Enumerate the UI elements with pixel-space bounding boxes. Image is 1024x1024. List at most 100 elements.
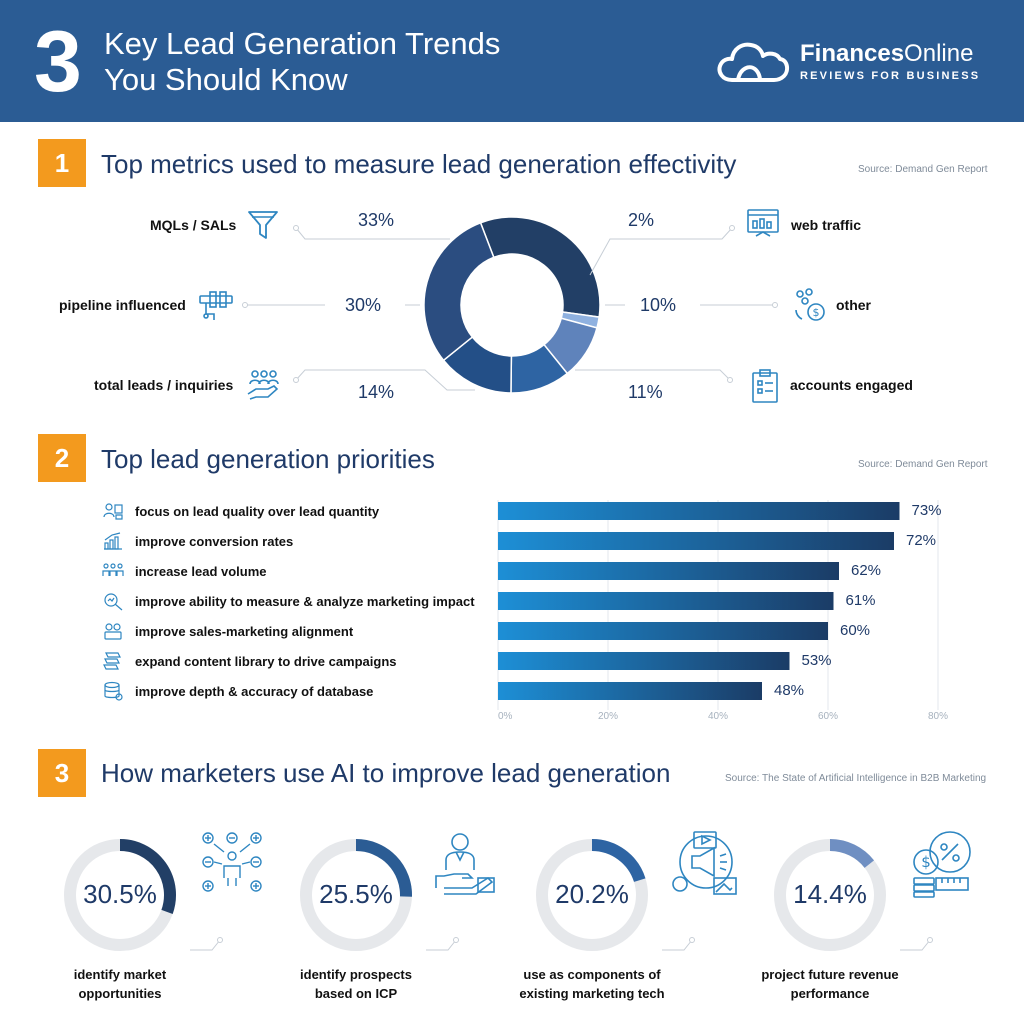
bar-value-improve-conversion-rates: 72% (906, 532, 937, 549)
ring-arc-identify-market-opportunities (119, 839, 176, 914)
priority-label-focus-on-lead-quality-over-lead-quantity: focus on lead quality over lead quantity (135, 504, 380, 519)
dot-total (293, 377, 299, 383)
metric-label-accounts: accounts engaged (790, 377, 913, 393)
section2-source: Source: Demand Gen Report (858, 459, 988, 470)
ai-label-identify-market-opportunities: identify market opportunities (73, 967, 167, 1001)
tick-label-0: 0% (498, 711, 513, 722)
section1-source: Source: Demand Gen Report (858, 164, 988, 175)
section2-title: Top lead generation priorities (101, 444, 435, 474)
bar-improve-sales-marketing-alignment (498, 622, 828, 640)
priority-label-improve-depth-accuracy-of-database: improve depth & accuracy of database (135, 684, 374, 699)
metric-label-total: total leads / inquiries (94, 377, 234, 393)
funnel-icon (248, 211, 278, 239)
metric-pct-pipeline: 30% (345, 295, 382, 315)
metric-pct-total: 14% (358, 382, 395, 402)
network-icon (202, 832, 262, 892)
metrics-chart (242, 216, 778, 394)
dot-other (772, 302, 778, 308)
bar-improve-depth-accuracy-of-database (498, 682, 762, 700)
metric-pct-other: 10% (640, 295, 677, 315)
ring-leader-1 (190, 939, 221, 951)
section3-source: Source: The State of Artificial Intellig… (725, 773, 987, 784)
pipeline-icon (199, 291, 233, 320)
metric-label-pipeline: pipeline influenced (59, 297, 186, 313)
ai-pct-use-as-components-of-existing-marketing-tech: 20.2% (555, 879, 629, 909)
tick-label-80: 80% (928, 711, 949, 722)
section2-badge: 2 (38, 434, 86, 482)
ai-pct-identify-prospects-based-on-icp: 25.5% (319, 879, 393, 909)
section3-title: How marketers use AI to improve lead gen… (101, 758, 671, 788)
metric-label-web: web traffic (791, 217, 862, 233)
leader-web (589, 227, 733, 276)
ring-leader-dot-2 (453, 937, 459, 943)
priority-label-improve-conversion-rates: improve conversion rates (135, 534, 294, 549)
priority-icon-3-icon (102, 563, 124, 576)
priority-icon-4-icon (104, 593, 123, 611)
metric-pct-mqls: 33% (358, 210, 395, 230)
donut-slice-mqls-sals (479, 216, 601, 318)
bar-value-improve-sales-marketing-alignment: 60% (840, 622, 871, 639)
priority-icon-5-icon (104, 623, 122, 640)
ai-label-project-future-revenue-performance: project future revenue performance (761, 967, 899, 1001)
bar-improve-ability-to-measure-analyze-marketing-impact (498, 592, 834, 610)
priority-label-expand-content-library-to-drive-campaigns: expand content library to drive campaign… (135, 654, 397, 669)
ring-leader-dot-4 (927, 937, 933, 943)
ring-leader-dot-1 (217, 937, 223, 943)
group-hand-icon (247, 370, 279, 400)
metric-label-other: other (836, 297, 871, 313)
bar-series (498, 502, 900, 700)
ring-arc-project-future-revenue-performance (829, 839, 875, 869)
ai-label-use-as-components-of-existing-marketing-tech: use as components of existing marketing t… (519, 967, 665, 1001)
bar-value-increase-lead-volume: 62% (851, 562, 882, 579)
ai-pct-project-future-revenue-performance: 14.4% (793, 879, 867, 909)
dot-web (729, 225, 735, 231)
ring-leader-4 (900, 939, 931, 951)
priority-icon-7-icon (104, 681, 123, 701)
metrics-donut (423, 216, 601, 394)
section3-badge: 3 (38, 749, 86, 797)
svg-text:$: $ (813, 306, 820, 319)
ring-leader-dot-3 (689, 937, 695, 943)
priorities-bar-chart (497, 500, 939, 710)
bar-value-improve-depth-accuracy-of-database: 48% (774, 682, 805, 699)
bar-expand-content-library-to-drive-campaigns (498, 652, 790, 670)
dot-accounts (727, 377, 733, 383)
priority-label-improve-ability-to-measure-analyze-marketing-impact: improve ability to measure & analyze mar… (135, 594, 475, 609)
leader-accounts (575, 369, 731, 381)
tick-label-40: 40% (708, 711, 729, 722)
metric-pct-web: 2% (628, 210, 655, 230)
bar-value-expand-content-library-to-drive-campaigns: 53% (801, 652, 832, 669)
bar-value-focus-on-lead-quality-over-lead-quantity: 73% (911, 502, 942, 519)
leader-total (295, 369, 475, 391)
dot-mqls (293, 225, 299, 231)
ai-label-identify-prospects-based-on-icp: identify prospects based on ICP (300, 967, 412, 1001)
dot-pipeline (242, 302, 248, 308)
bar-focus-on-lead-quality-over-lead-quantity (498, 502, 900, 520)
bar-value-improve-ability-to-measure-analyze-marketing-impact: 61% (845, 592, 876, 609)
metrics-leader-lines (245, 227, 775, 391)
clipboard-icon (752, 369, 778, 403)
bar-increase-lead-volume (498, 562, 839, 580)
tick-label-20: 20% (598, 711, 619, 722)
priority-icon-1-icon (103, 503, 123, 520)
header-banner: 3 Key Lead Generation Trends You Should … (0, 0, 1024, 122)
cloud-logo-icon (717, 42, 790, 82)
revenue-chart-icon: $ (913, 831, 971, 898)
priority-icon-2-icon (104, 532, 122, 550)
ai-pct-identify-market-opportunities: 30.5% (83, 879, 157, 909)
bar-improve-conversion-rates (498, 532, 894, 550)
section1-title: Top metrics used to measure lead generat… (101, 149, 737, 179)
metric-label-mqls: MQLs / SALs (150, 217, 237, 233)
header-title-line1: Key Lead Generation Trends (104, 26, 501, 61)
ring-leader-3 (662, 939, 693, 951)
ai-rings (64, 839, 933, 951)
header-number: 3 (34, 14, 82, 110)
brand-tagline: REVIEWS FOR BUSINESS (800, 70, 981, 82)
svg-text:$: $ (921, 853, 931, 871)
priority-label-increase-lead-volume: increase lead volume (135, 564, 267, 579)
tick-label-60: 60% (818, 711, 839, 722)
priority-icon-6-icon (103, 652, 121, 670)
marketing-megaphone-icon (672, 831, 737, 895)
web-traffic-icon (747, 209, 779, 237)
priority-label-improve-sales-marketing-alignment: improve sales-marketing alignment (135, 624, 354, 639)
